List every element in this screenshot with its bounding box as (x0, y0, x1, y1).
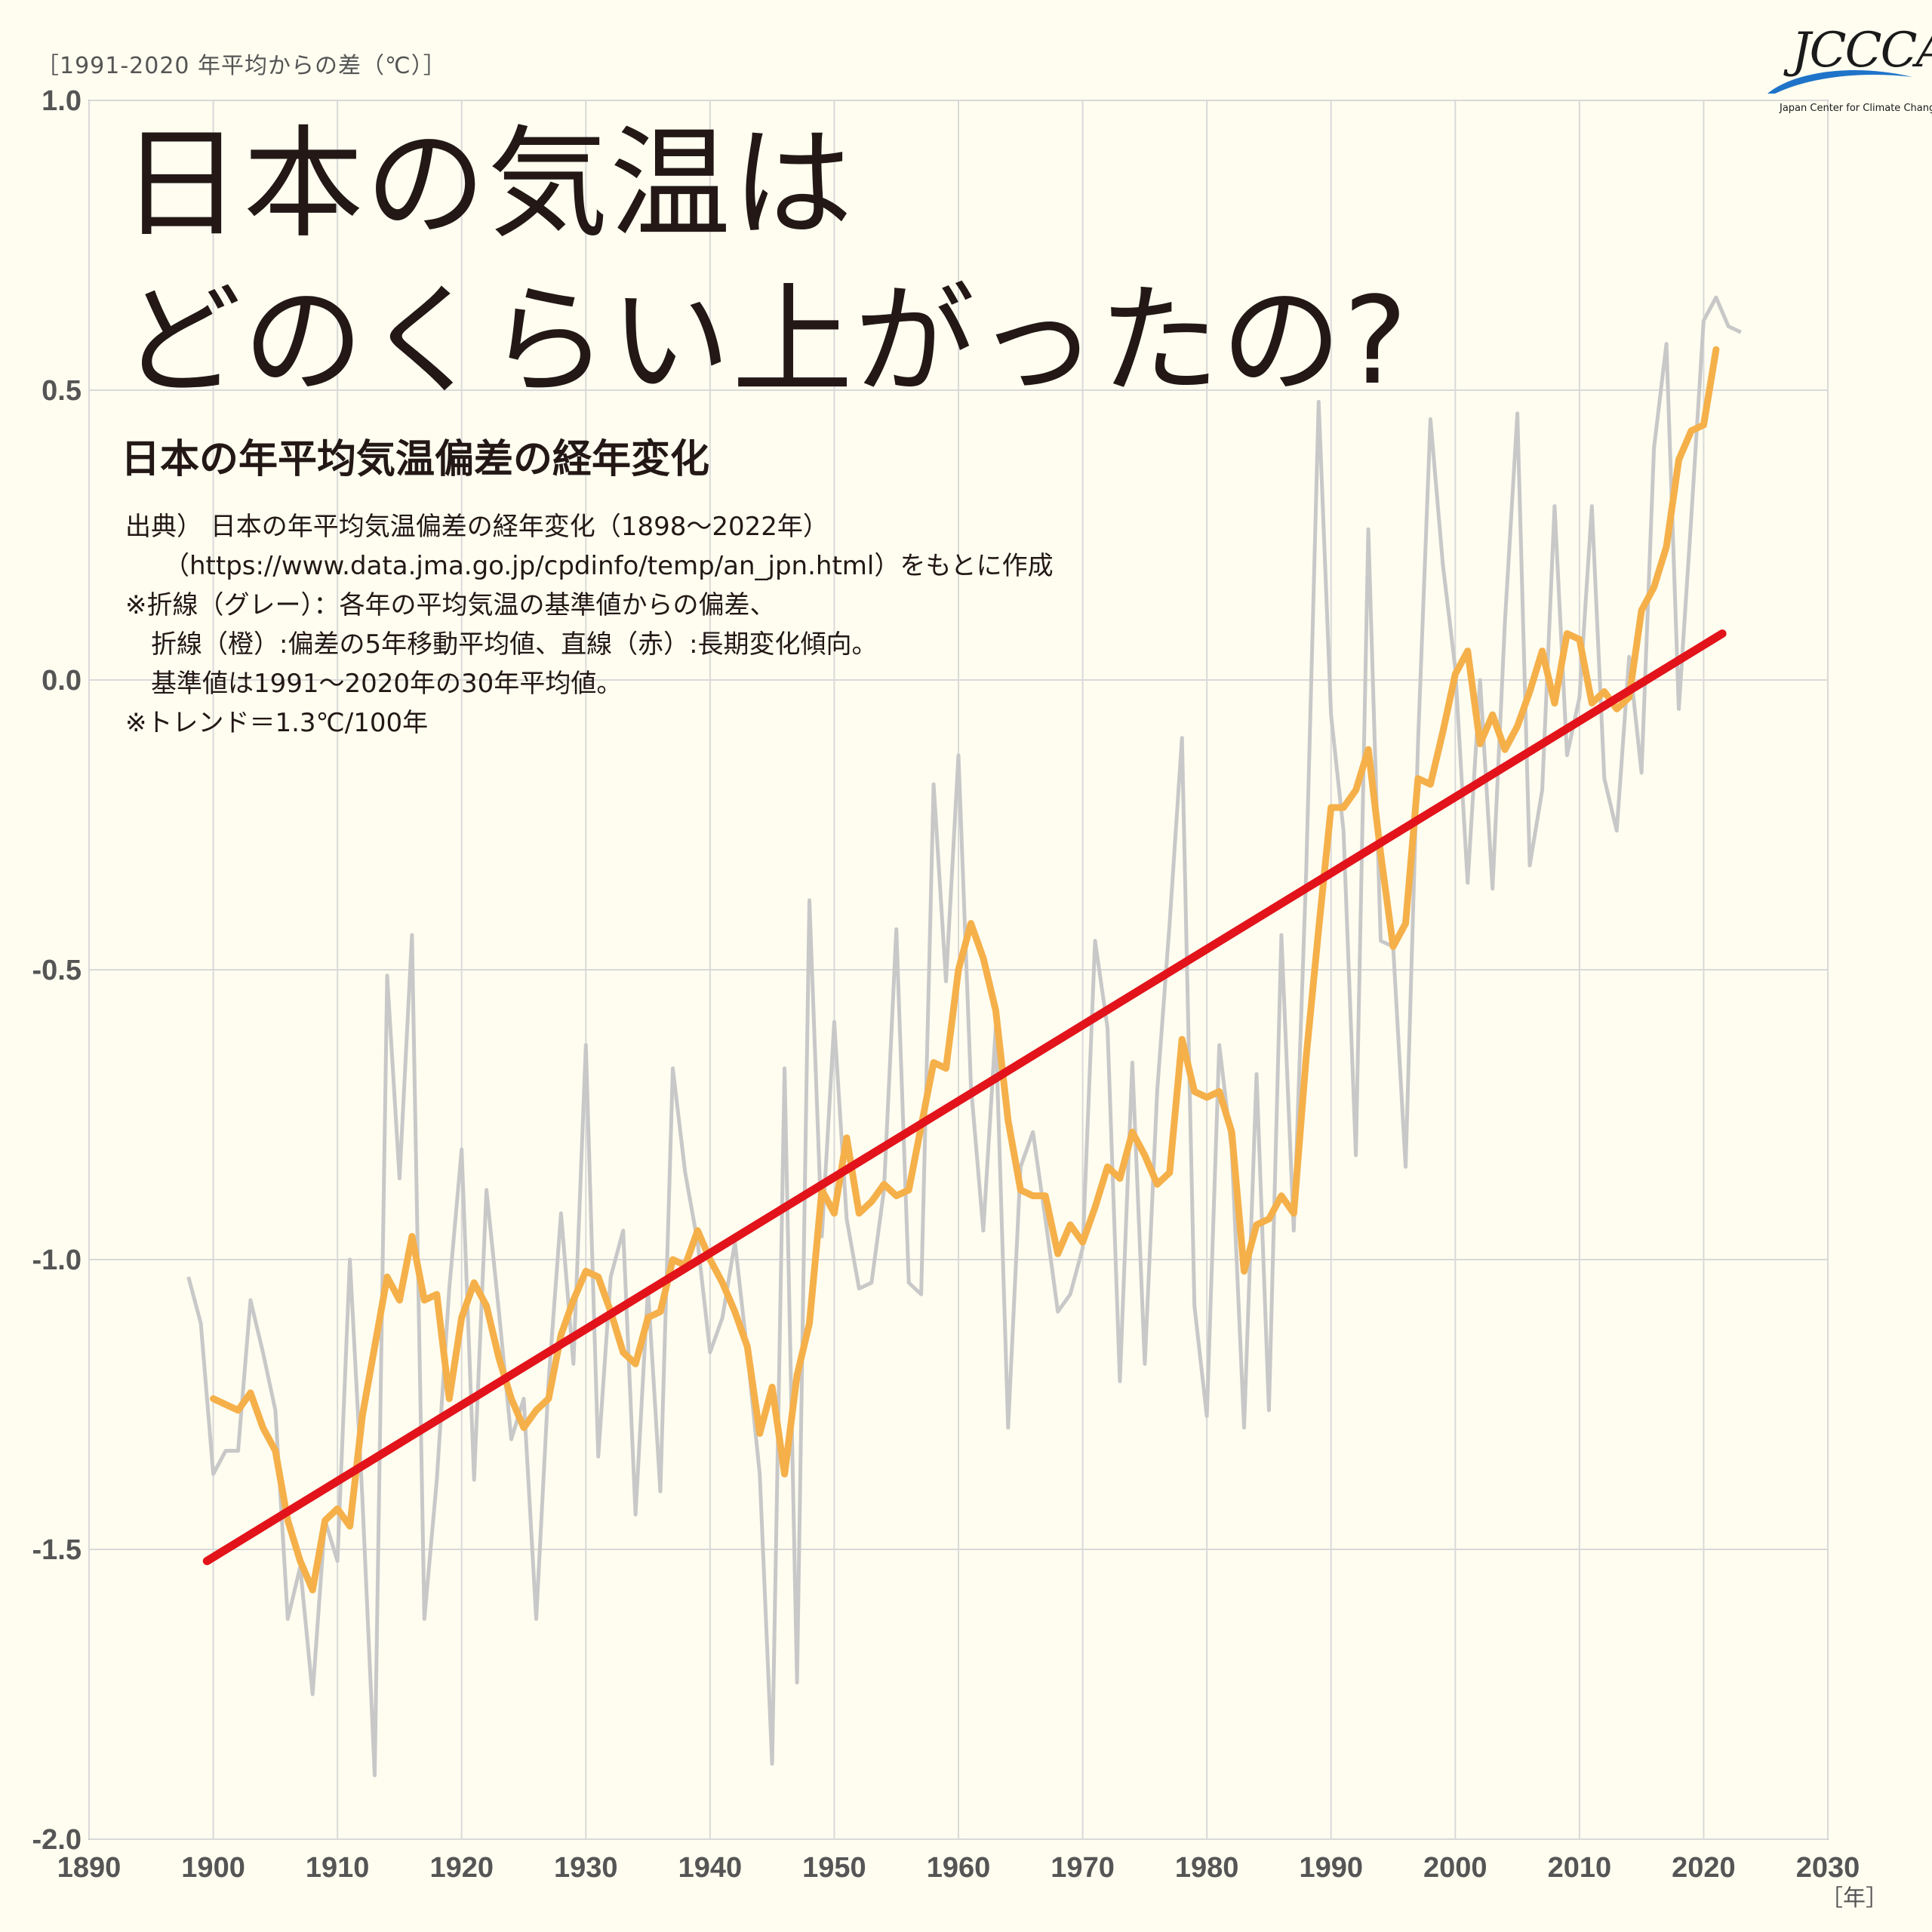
note-line: 折線（橙）:偏差の5年移動平均値、直線（赤）:長期変化傾向。 (125, 629, 878, 660)
logo-swoosh-icon (1767, 70, 1912, 94)
chart-subtitle: 日本の年平均気温偏差の経年変化 (121, 437, 710, 482)
x-tick-label: 1960 (927, 1852, 991, 1884)
note-line: ※折線（グレー）：各年の平均気温の基準値からの偏差、 (125, 590, 776, 620)
y-axis-ticks: 1.0 0.5 0.0 -0.5 -1.0 -1.5 -2.0 (32, 85, 82, 1856)
logo-text: JCCCA (1792, 23, 1932, 78)
x-axis-unit-label: ［年］ (1820, 1885, 1888, 1912)
series-trend-line (202, 629, 1727, 1565)
y-tick-label: 0.0 (42, 665, 82, 697)
x-tick-label: 1890 (57, 1852, 122, 1884)
jccca-logo: JCCCA Japan Center for Climate Change Ac… (1764, 23, 1932, 121)
x-tick-label: 1950 (802, 1852, 866, 1884)
y-tick-label: -1.0 (32, 1244, 82, 1276)
x-tick-label: 2020 (1672, 1852, 1736, 1884)
x-tick-label: 1920 (429, 1852, 494, 1884)
y-axis-unit-label: ［1991-2020 年平均からの差（℃）］ (36, 53, 447, 79)
note-line: 出典） 日本の年平均気温偏差の経年変化（1898～2022年） (125, 512, 829, 542)
x-tick-label: 1970 (1051, 1852, 1115, 1884)
y-tick-label: 1.0 (42, 85, 82, 117)
x-tick-label: 1930 (554, 1852, 618, 1884)
series-moving-average (210, 346, 1720, 1594)
x-tick-label: 1980 (1175, 1852, 1239, 1884)
x-tick-label: 2010 (1548, 1852, 1612, 1884)
annual-deviation-line (186, 295, 1742, 1777)
y-tick-label: 0.5 (42, 375, 82, 407)
note-line: ※トレンド＝1.3℃/100年 (125, 708, 429, 738)
grid-vertical (88, 100, 1829, 1839)
moving-average-line (210, 346, 1720, 1594)
x-tick-label: 1990 (1299, 1852, 1363, 1884)
y-tick-label: -2.0 (32, 1824, 82, 1856)
x-tick-label: 1900 (181, 1852, 245, 1884)
note-line: 基準値は1991～2020年の30年平均値。 (125, 669, 623, 699)
y-tick-label: -0.5 (32, 955, 82, 986)
logo-subtext: Japan Center for Climate Change Actions (1780, 103, 1932, 114)
series-annual-deviation (186, 295, 1742, 1777)
x-tick-label: 2030 (1796, 1852, 1860, 1884)
page-title: 日本の気温は どのくらい上がったの? (121, 113, 1409, 411)
x-tick-label: 2000 (1423, 1852, 1487, 1884)
x-tick-label: 1940 (678, 1852, 743, 1884)
x-tick-label: 1910 (306, 1852, 370, 1884)
source-notes: 出典） 日本の年平均気温偏差の経年変化（1898～2022年） （https:/… (125, 507, 1054, 743)
note-line: （https://www.data.jma.go.jp/cpdinfo/temp… (125, 551, 1054, 581)
trend-line (202, 629, 1727, 1565)
y-tick-label: -1.5 (32, 1534, 82, 1566)
x-axis-ticks: 1890 1900 1910 1920 1930 1940 1950 1960 1970 1980… (57, 1852, 1860, 1884)
